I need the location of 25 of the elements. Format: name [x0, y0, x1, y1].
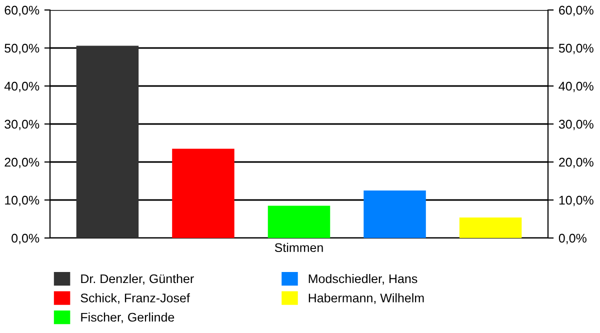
text: 20,0%	[559, 158, 594, 168]
y-tick-label: 0,0%	[12, 234, 40, 244]
y-tick-label: 30,0%	[4, 120, 40, 130]
bar	[364, 190, 426, 238]
text: 50,0%	[558, 44, 594, 54]
legend-label: Dr. Denzler, Günther	[81, 274, 194, 285]
bar	[268, 206, 330, 238]
y-tick-label: 40,0%	[4, 82, 40, 92]
bar	[76, 46, 139, 238]
text: 60,0%	[559, 6, 594, 16]
y-tick-label: 20,0%	[4, 158, 40, 168]
legend-label: Habermann, Wilhelm	[308, 293, 424, 304]
bar	[459, 217, 522, 238]
legend-label: Fischer, Gerlinde	[81, 312, 174, 324]
x-tick-label: Stimmen	[274, 242, 323, 252]
y-tick-label: 60,0%	[4, 6, 40, 16]
legend-label: Modschiedler, Hans	[308, 274, 418, 285]
text: 10,0%	[559, 196, 594, 206]
y-tick-label: 50,0%	[4, 44, 40, 54]
text: 0,0%	[558, 234, 586, 244]
bar	[172, 148, 234, 238]
text: 30,0%	[558, 120, 594, 130]
y-tick-label: 10,0%	[5, 196, 40, 206]
legend-label: Schick, Franz-Josef	[80, 293, 190, 304]
text: 40,0%	[558, 82, 594, 92]
